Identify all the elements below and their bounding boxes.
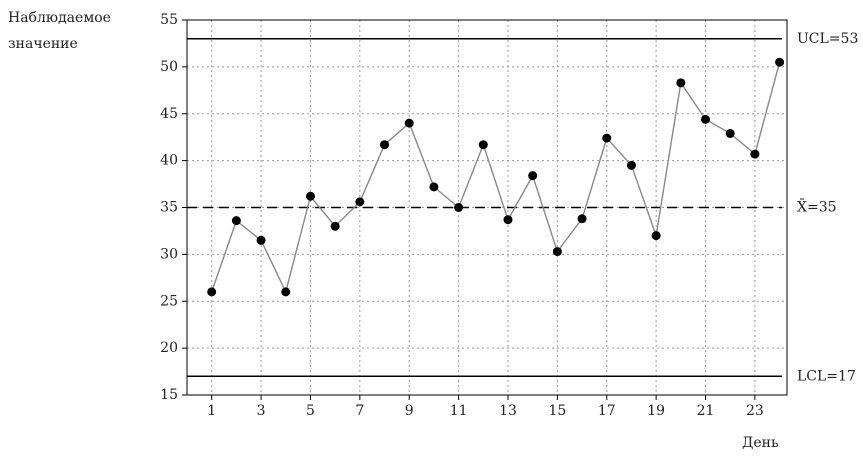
x-tick-label: 17 [598, 403, 616, 419]
control-label: X̄=35 [797, 198, 837, 216]
series-line [211, 62, 781, 294]
data-point [577, 214, 587, 224]
data-point [503, 215, 513, 225]
data-point [355, 197, 365, 207]
control-label: UCL=53 [797, 31, 858, 47]
y-axis-label: Наблюдаемое [8, 10, 111, 26]
y-tick-label: 45 [160, 106, 178, 122]
x-tick-label: 3 [257, 403, 266, 419]
x-tick-label: 19 [647, 403, 665, 419]
data-point [750, 149, 760, 159]
x-axis-label: День [742, 435, 779, 451]
control-label: LCL=17 [797, 368, 856, 384]
data-point [478, 140, 488, 150]
data-point [528, 171, 538, 181]
data-point [207, 287, 217, 297]
data-point [725, 128, 735, 138]
y-tick-label: 40 [160, 153, 178, 169]
data-point [701, 114, 711, 124]
x-tick-label: 9 [405, 403, 414, 419]
x-tick-label: 21 [697, 403, 715, 419]
y-tick-label: 35 [160, 200, 178, 216]
x-tick-label: 13 [499, 403, 517, 419]
y-tick-label: 55 [160, 12, 178, 28]
data-point [330, 221, 340, 231]
data-point [429, 182, 439, 192]
data-point [651, 231, 661, 241]
y-tick-label: 25 [160, 293, 178, 309]
data-point [552, 247, 562, 257]
data-point [454, 203, 464, 212]
x-tick-label: 1 [207, 403, 216, 419]
data-point [380, 140, 390, 150]
y-axis-label: значение [8, 36, 78, 52]
x-tick-label: 5 [306, 403, 315, 419]
data-point [775, 57, 785, 67]
x-tick-label: 15 [548, 403, 566, 419]
y-tick-label: 50 [160, 59, 178, 75]
y-tick-label: 30 [160, 246, 178, 262]
data-point [626, 160, 636, 170]
data-point [602, 133, 612, 143]
data-point [404, 118, 414, 128]
y-tick-label: 15 [160, 387, 178, 403]
data-point [676, 78, 686, 88]
data-point [305, 191, 315, 201]
data-point [256, 235, 266, 245]
x-tick-label: 7 [355, 403, 364, 419]
x-tick-label: 23 [746, 403, 764, 419]
x-tick-label: 11 [450, 403, 468, 419]
y-tick-label: 20 [160, 340, 178, 356]
data-point [231, 216, 241, 226]
data-point [281, 287, 291, 297]
